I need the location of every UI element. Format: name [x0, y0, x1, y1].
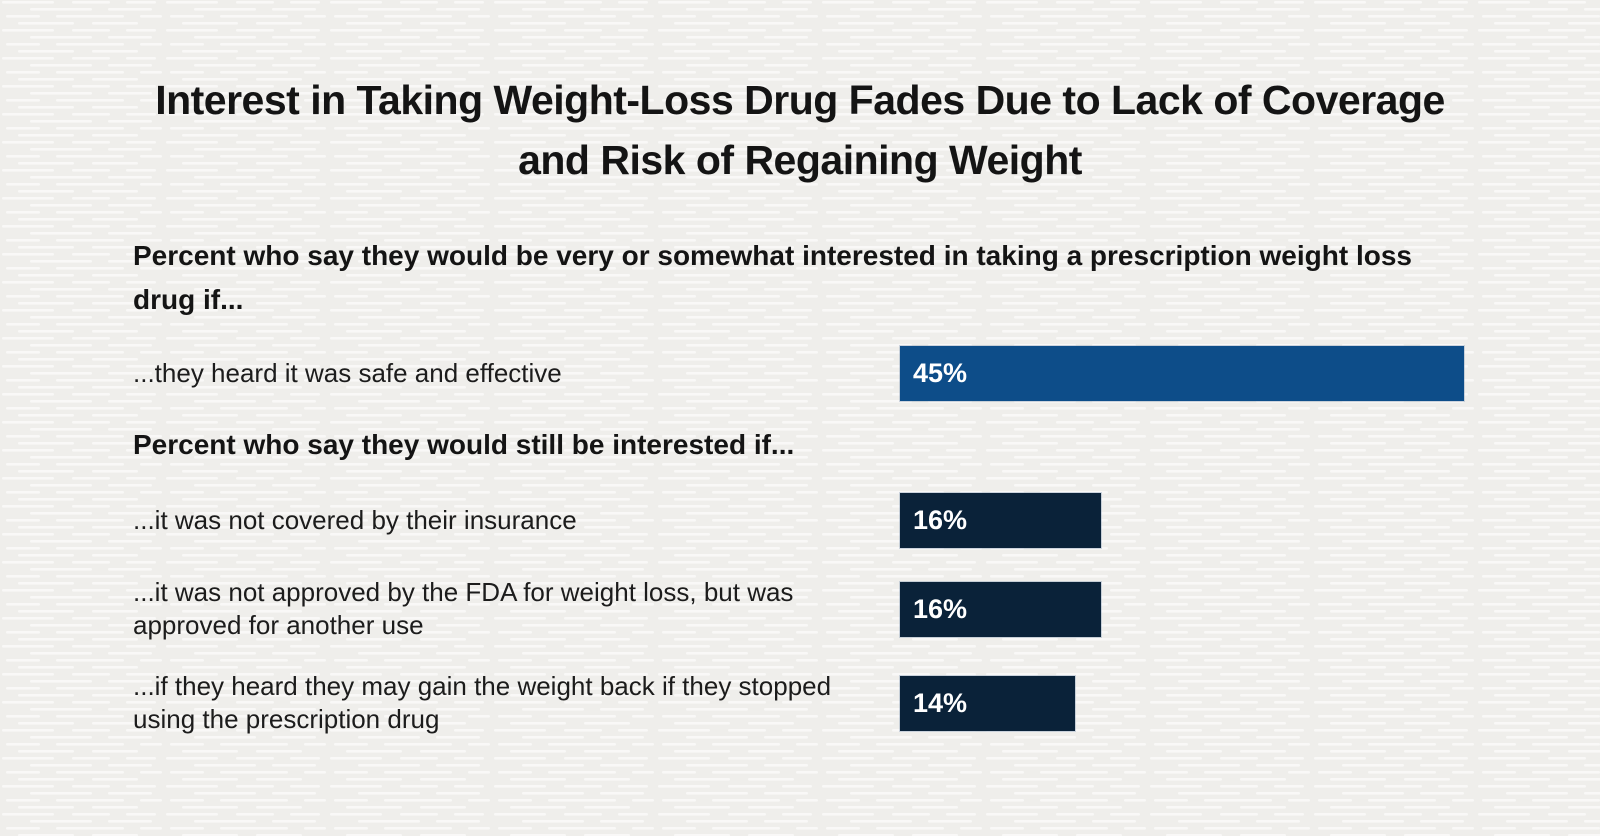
group-heading-interested-if: Percent who say they would be very or so… — [133, 240, 1412, 315]
bar-value-label: 16% — [913, 505, 968, 535]
bar-label: ...it was not covered by their insurance — [133, 505, 577, 535]
bar-label: ...if they heard they may gain the weigh… — [133, 671, 832, 734]
bar-track: 16% — [900, 493, 1467, 548]
group-heading-still-interested-if: Percent who say they would still be inte… — [133, 429, 795, 460]
bar-value-label: 14% — [913, 687, 968, 718]
bar-row-safe-effective: ...they heard it was safe and effective … — [133, 346, 1467, 401]
bar-safe-effective: 45% — [900, 346, 1464, 401]
bar-not-fda-approved: 16% — [900, 581, 1101, 637]
bar-value-label: 45% — [913, 358, 968, 388]
bar-gain-weight-back: 14% — [900, 675, 1075, 731]
bar-track: 14% — [900, 675, 1467, 731]
bar-track: 16% — [900, 581, 1467, 637]
bar-label: ...they heard it was safe and effective — [133, 358, 562, 388]
chart-content: Interest in Taking Weight-Loss Drug Fade… — [133, 77, 1467, 736]
bar-not-covered: 16% — [900, 493, 1101, 548]
bar-row-not-covered: ...it was not covered by their insurance… — [133, 493, 1467, 548]
bar-track: 45% — [900, 346, 1467, 401]
bar-label: ...it was not approved by the FDA for we… — [133, 577, 794, 640]
bar-row-not-fda-approved: ...it was not approved by the FDA for we… — [133, 576, 1467, 642]
bar-value-label: 16% — [913, 593, 968, 624]
chart-title: Interest in Taking Weight-Loss Drug Fade… — [155, 77, 1445, 183]
bar-row-gain-weight-back: ...if they heard they may gain the weigh… — [133, 670, 1467, 736]
